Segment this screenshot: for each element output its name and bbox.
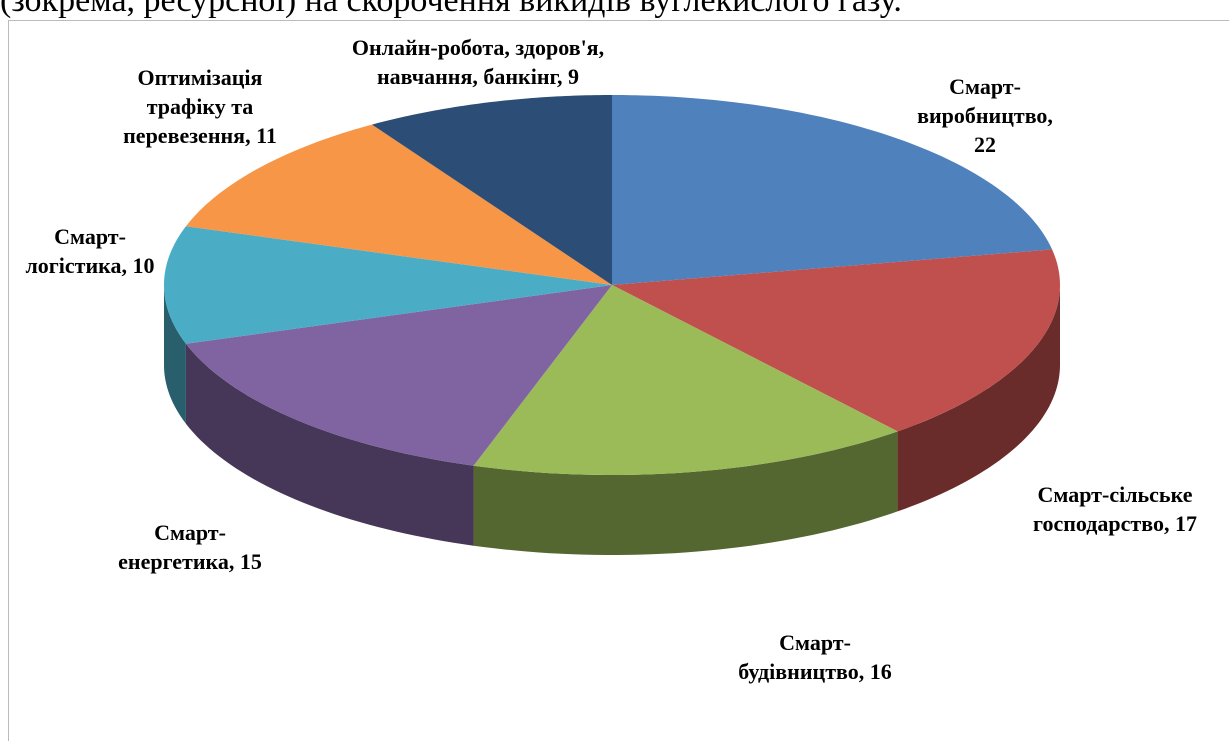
slice-side	[185, 343, 474, 546]
slice-side	[897, 285, 1060, 512]
slice	[612, 95, 1053, 285]
data-label: Онлайн-робота, здоров'я, навчання, банкі…	[308, 33, 648, 91]
value-label: 9	[568, 64, 580, 89]
category-label: Онлайн-робота, здоров'я, навчання, банкі…	[351, 35, 605, 89]
value-label: 10	[132, 253, 155, 278]
category-label: Смарт-виробництво,	[917, 74, 1053, 128]
slice	[185, 285, 612, 466]
slice	[612, 249, 1060, 432]
slice	[185, 124, 612, 285]
data-label: Смарт-логістика, 10	[25, 222, 155, 280]
slice	[164, 226, 612, 344]
value-label: 16	[869, 659, 892, 684]
slice-side	[164, 285, 186, 424]
data-label: Смарт-будівництво, 16	[730, 628, 900, 686]
slice-side	[473, 431, 898, 555]
value-label: 17	[1174, 511, 1197, 536]
category-label: Смарт-сільське господарство,	[1033, 482, 1193, 536]
slice	[371, 95, 612, 285]
chart	[164, 95, 1060, 555]
data-label: Смарт-сільське господарство, 17	[1010, 480, 1220, 538]
category-label: Оптимізація трафіку та перевезення,	[123, 65, 263, 148]
value-label: 15	[239, 549, 262, 574]
value-label: 22	[974, 132, 996, 157]
slice	[473, 285, 898, 475]
category-label: Смарт-будівництво,	[738, 630, 865, 684]
value-label: 11	[256, 123, 277, 148]
header-text: (зокрема, ресурсної) на скорочення викид…	[0, 0, 902, 19]
data-label: Оптимізація трафіку та перевезення, 11	[110, 63, 290, 150]
category-label: Смарт-енергетика,	[118, 520, 235, 574]
data-label: Смарт-енергетика, 15	[115, 518, 265, 576]
chart-frame	[8, 20, 1229, 741]
data-label: Смарт-виробництво, 22	[910, 72, 1060, 159]
category-label: Смарт-логістика,	[25, 224, 128, 278]
